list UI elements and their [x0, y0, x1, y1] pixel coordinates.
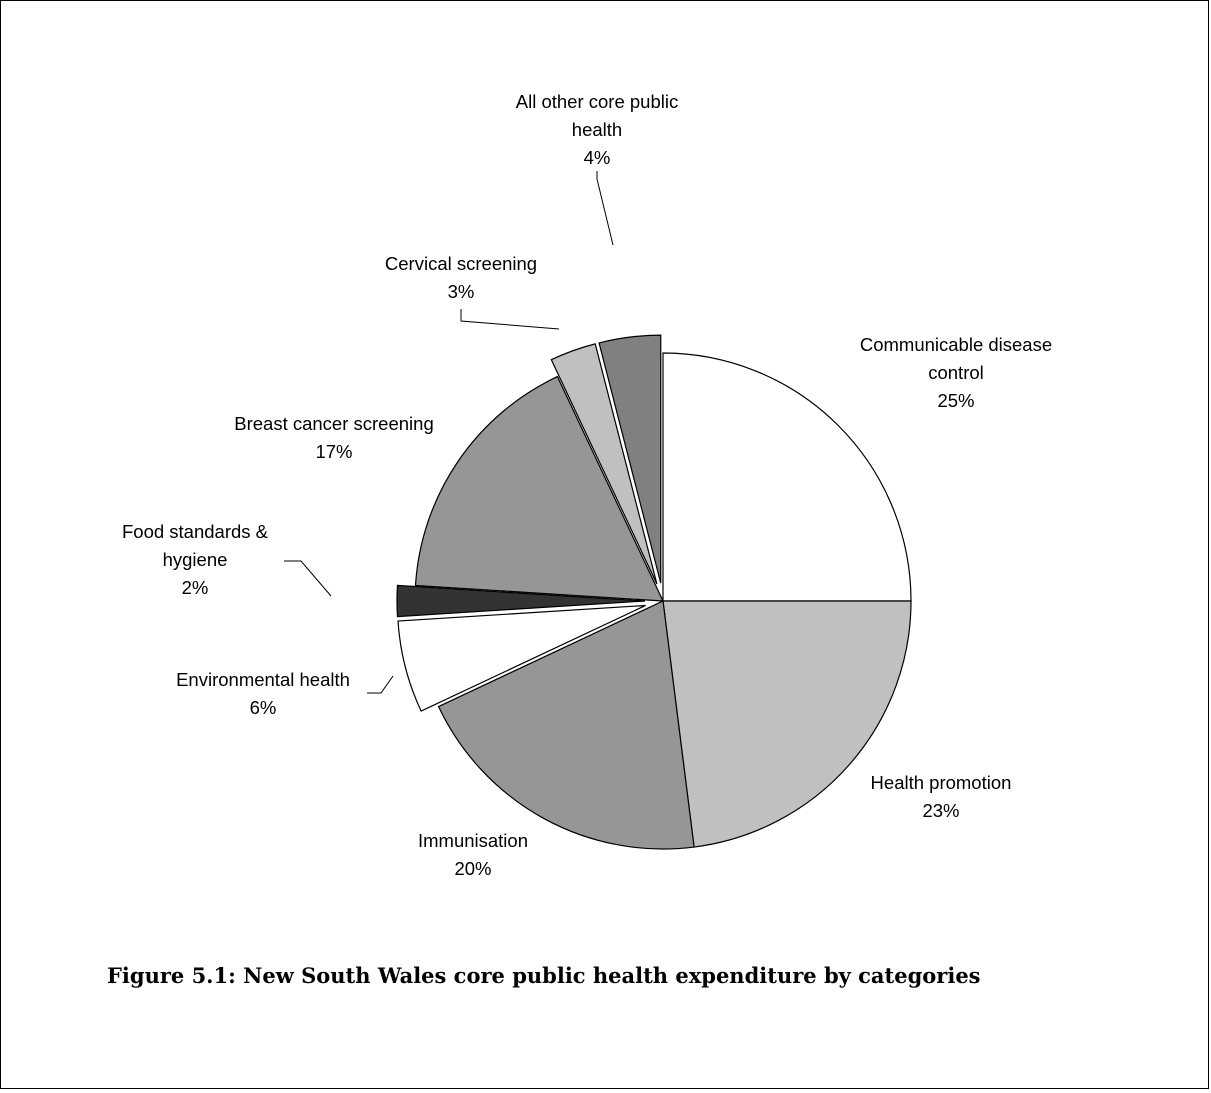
slice-category-label: Food standards & [122, 521, 269, 542]
slice-category-label: health [572, 119, 622, 140]
slice-value-label: 17% [315, 441, 352, 462]
pie-slice [437, 600, 695, 850]
figure-caption: Figure 5.1: New South Wales core public … [107, 963, 981, 988]
slice-labels: Communicable disease control 25% Health pro… [122, 91, 1052, 879]
pie-slice [396, 584, 646, 618]
pie-slice [662, 352, 912, 602]
slice-category-label: Immunisation [418, 830, 528, 851]
slice-category-label: hygiene [163, 549, 228, 570]
pie-slice [550, 343, 658, 585]
leader-lines [284, 171, 614, 694]
pie-slice [414, 375, 664, 602]
slice-value-label: 3% [448, 281, 475, 302]
slice-value-label: 2% [182, 577, 209, 598]
leader-line [284, 560, 332, 597]
leader-line [596, 171, 614, 246]
slice-category-label: Communicable disease [860, 334, 1052, 355]
slice-value-label: 20% [454, 858, 491, 879]
pie-slices [396, 334, 912, 850]
slice-category-label: Breast cancer screening [234, 413, 434, 434]
slice-category-label: Environmental health [176, 669, 350, 690]
leader-line [367, 675, 394, 694]
slice-value-label: 25% [937, 390, 974, 411]
pie-slice [397, 604, 646, 712]
pie-slice [662, 600, 912, 848]
slice-value-label: 6% [250, 697, 277, 718]
slice-category-label: All other core public [516, 91, 678, 112]
leader-line [460, 309, 560, 330]
slice-category-label: Health promotion [871, 772, 1012, 793]
slice-value-label: 4% [584, 147, 611, 168]
slice-category-label: control [928, 362, 984, 383]
slice-value-label: 23% [922, 800, 959, 821]
slice-category-label: Cervical screening [385, 253, 537, 274]
pie-slice [598, 334, 662, 584]
